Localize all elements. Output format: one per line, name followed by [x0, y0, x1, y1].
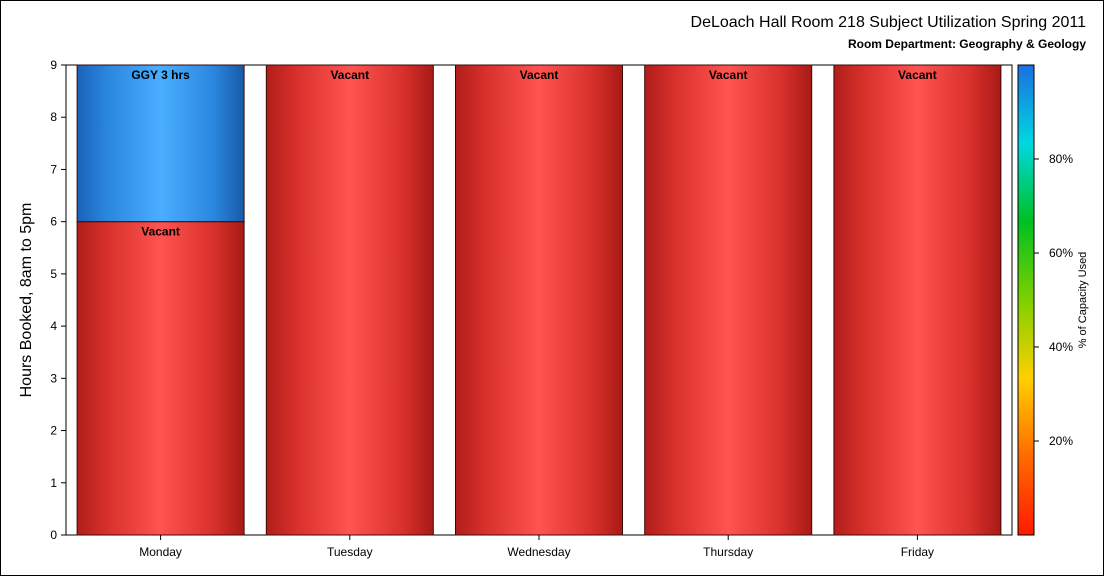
bar-segment	[833, 64, 1002, 536]
bar-segment	[76, 221, 245, 536]
y-tick-label: 1	[50, 476, 57, 490]
chart-subtitle: Room Department: Geography & Geology	[847, 37, 1086, 51]
bar-segment	[265, 64, 434, 536]
y-tick-label: 5	[50, 267, 57, 281]
bar-data-label: Vacant	[898, 68, 937, 82]
bar-segment	[455, 64, 623, 536]
chart-title: DeLoach Hall Room 218 Subject Utilizatio…	[690, 14, 1086, 31]
y-axis-label: Hours Booked, 8am to 5pm	[18, 203, 35, 398]
bar-data-label: Vacant	[141, 225, 180, 239]
y-tick-label: 2	[50, 424, 57, 438]
x-tick-label: Friday	[901, 545, 934, 559]
colorbar-tick-label: 80%	[1049, 152, 1073, 166]
x-tick-label: Wednesday	[507, 545, 570, 559]
colorbar-tick-label: 60%	[1049, 246, 1073, 260]
bar-data-label: GGY 3 hrs	[131, 68, 190, 82]
y-tick-label: 0	[50, 528, 57, 542]
colorbar-tick-label: 20%	[1049, 434, 1073, 448]
y-tick-label: 7	[50, 162, 57, 176]
x-tick-label: Tuesday	[327, 545, 373, 559]
x-tick-label: Monday	[139, 545, 182, 559]
legend-title: % of Capacity Used	[1077, 252, 1089, 349]
y-tick-label: 3	[50, 371, 57, 385]
bar-segment	[644, 64, 813, 536]
bar-data-label: Vacant	[709, 68, 748, 82]
y-tick-label: 8	[50, 110, 57, 124]
bar-data-label: Vacant	[330, 68, 369, 82]
bar-data-label: Vacant	[520, 68, 559, 82]
y-tick-label: 6	[50, 215, 57, 229]
y-tick-label: 4	[50, 319, 57, 333]
colorbar-tick-label: 40%	[1049, 340, 1073, 354]
y-tick-label: 9	[50, 58, 57, 72]
colorbar	[1017, 64, 1035, 536]
x-tick-label: Thursday	[703, 545, 753, 559]
bar-segment	[76, 64, 245, 223]
